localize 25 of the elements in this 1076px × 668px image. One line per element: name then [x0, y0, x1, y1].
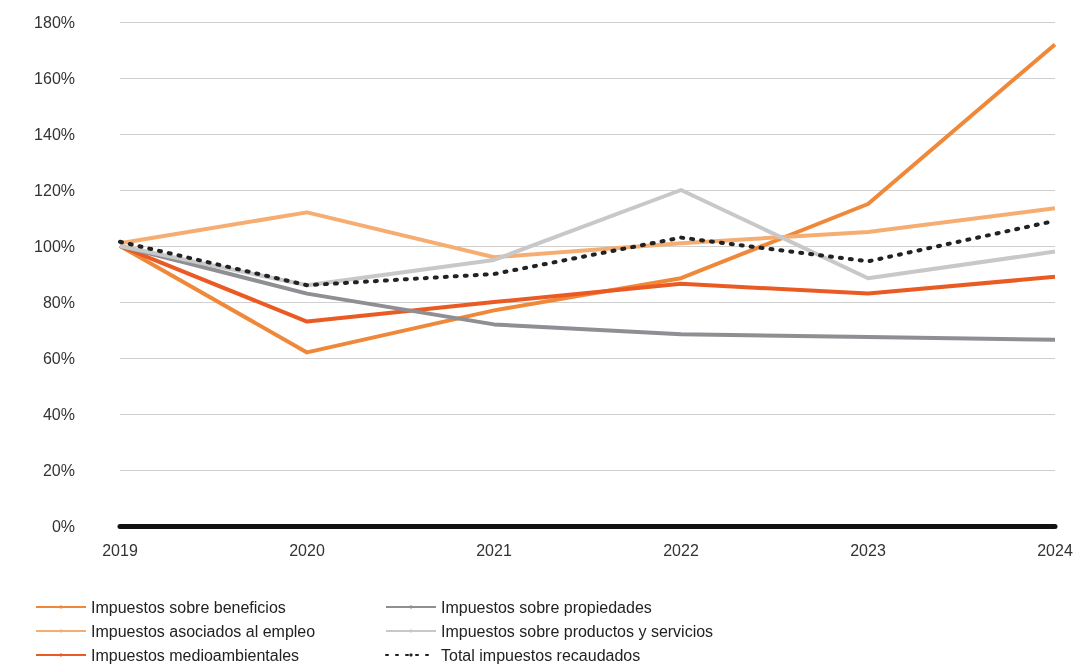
- legend-label: Impuestos asociados al empleo: [91, 622, 316, 640]
- y-tick-label: 140%: [34, 125, 75, 143]
- x-tick-label: 2020: [289, 541, 325, 559]
- y-tick-label: 180%: [34, 13, 75, 31]
- y-tick-label: 80%: [42, 293, 75, 311]
- legend-label: Impuestos sobre propiedades: [441, 598, 652, 616]
- legend-label: Total impuestos recaudados: [441, 646, 641, 664]
- legend-label: Impuestos medioambientales: [91, 646, 300, 664]
- y-tick-label: 100%: [34, 237, 75, 255]
- line-series: [118, 42, 1057, 355]
- y-tick-label: 40%: [42, 405, 75, 423]
- y-tick-label: 0%: [51, 517, 75, 535]
- x-tick-label: 2022: [663, 541, 699, 559]
- y-tick-label: 160%: [34, 69, 75, 87]
- line-series: [118, 244, 1057, 324]
- x-tick-label: 2021: [476, 541, 512, 559]
- x-tick-label: 2024: [1037, 541, 1073, 559]
- x-tick-label: 2019: [102, 541, 138, 559]
- y-tick-label: 20%: [42, 461, 75, 479]
- line-series: [118, 188, 1057, 288]
- y-tick-label: 120%: [34, 181, 75, 199]
- y-tick-label: 60%: [42, 349, 75, 367]
- legend-label: Impuestos sobre beneficios: [91, 598, 286, 616]
- legend-label: Impuestos sobre productos y servicios: [441, 622, 714, 640]
- x-tick-label: 2023: [850, 541, 886, 559]
